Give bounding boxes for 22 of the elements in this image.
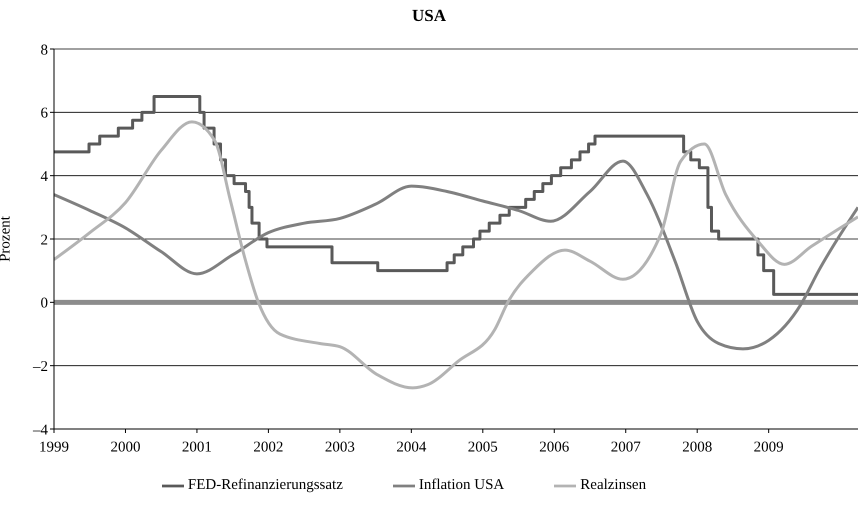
x-tick-label: 2001 <box>182 440 212 456</box>
x-tick-label: 2002 <box>253 440 284 456</box>
x-tick-label: 2007 <box>610 440 642 456</box>
x-tick-label: 2006 <box>539 440 570 456</box>
y-tick-label: 8 <box>40 42 48 58</box>
y-tick-label: 4 <box>40 168 48 185</box>
legend-label: Realzinsen <box>580 477 646 494</box>
y-tick-label: –4 <box>32 422 48 438</box>
legend-label: Inflation USA <box>418 477 504 494</box>
x-tick-label: 2003 <box>324 440 355 456</box>
y-tick-label: 0 <box>40 296 48 312</box>
x-tick-label: 2005 <box>468 440 498 456</box>
x-tick-label: 2008 <box>682 440 712 456</box>
y-tick-label: –2 <box>32 358 48 375</box>
chart-title: USA <box>410 6 447 26</box>
legend-label: FED-Refinanzierungssatz <box>188 477 343 494</box>
y-tick-label: 6 <box>40 106 48 122</box>
x-tick-label: 2009 <box>754 440 784 456</box>
x-tick-label: 1999 <box>39 440 69 456</box>
x-tick-label: 2000 <box>110 440 140 456</box>
y-tick-label: 2 <box>40 232 48 248</box>
x-tick-label: 2004 <box>396 440 427 456</box>
